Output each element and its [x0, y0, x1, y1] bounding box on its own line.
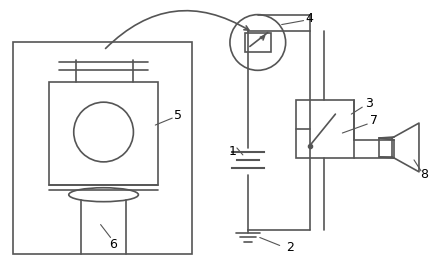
Bar — [13, 42, 192, 254]
Text: 1: 1 — [229, 145, 237, 158]
Bar — [49, 82, 158, 185]
Text: 8: 8 — [420, 168, 428, 181]
Text: 4: 4 — [306, 12, 313, 25]
Bar — [296, 100, 354, 158]
Bar — [379, 138, 392, 157]
Text: 6: 6 — [110, 238, 118, 251]
Text: 7: 7 — [370, 114, 378, 126]
Text: 5: 5 — [174, 109, 182, 122]
Text: 2: 2 — [286, 241, 293, 254]
FancyArrowPatch shape — [105, 11, 249, 48]
Bar — [245, 32, 271, 53]
Text: 3: 3 — [365, 97, 373, 110]
